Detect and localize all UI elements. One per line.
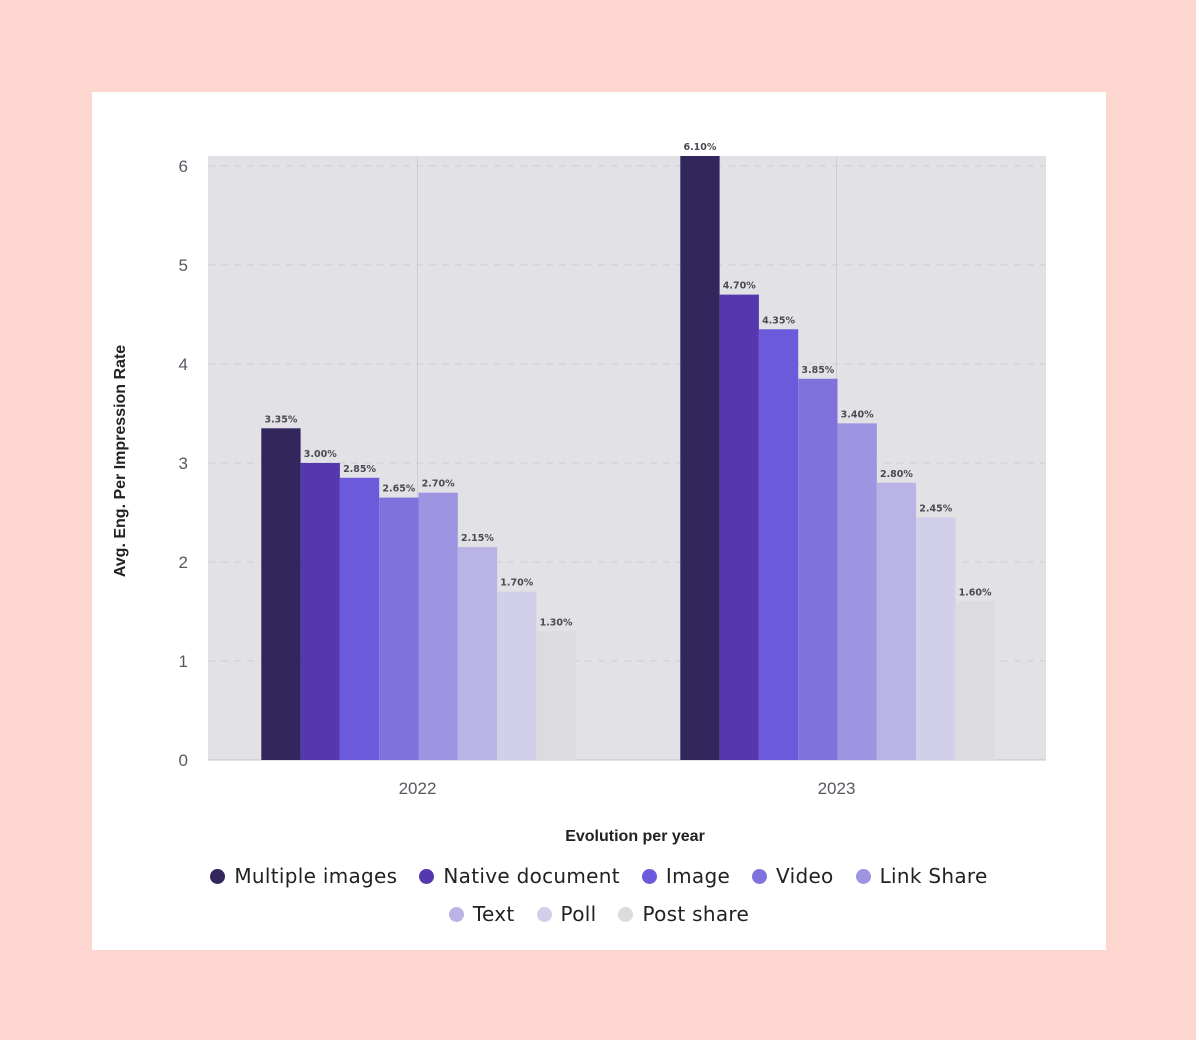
data-label: 4.35% <box>762 315 795 326</box>
data-label: 3.40% <box>841 409 874 420</box>
bar-2023-post-share <box>955 601 995 760</box>
legend-swatch <box>618 906 634 922</box>
data-label: 3.00% <box>304 449 337 460</box>
legend-row: Text Poll Post share <box>448 902 749 926</box>
legend-label: Post share <box>642 902 750 926</box>
legend-item-poll[interactable]: Poll <box>536 902 597 926</box>
data-label: 3.85% <box>801 365 834 376</box>
bar-2023-video <box>798 378 838 760</box>
bar-2022-native-document <box>300 462 340 760</box>
legend-item-native-document[interactable]: Native document <box>419 864 620 888</box>
x-axis-title: Evolution per year <box>565 828 705 845</box>
legend-label: Text <box>472 902 515 926</box>
chart: 0 1 2 3 4 5 6 3.35% 3.00% 2.85% 2.65% 2.70% 2.15% 1.… <box>112 142 1046 845</box>
y-axis-title: Avg. Eng. Per Impression Rate <box>112 345 129 577</box>
legend-item-image[interactable]: Image <box>641 864 731 888</box>
bar-2022-poll <box>497 591 537 760</box>
y-tick-label: 2 <box>179 553 188 572</box>
data-label: 2.65% <box>382 484 415 495</box>
legend-label: Image <box>665 864 731 888</box>
data-label: 2.85% <box>343 464 376 475</box>
legend-swatch <box>210 868 226 884</box>
data-label: 6.10% <box>683 142 716 153</box>
y-tick-label: 5 <box>179 256 188 275</box>
y-tick-label: 6 <box>179 157 188 176</box>
bar-2022-link-share <box>418 492 458 760</box>
bar-2022-video <box>379 497 419 760</box>
legend-swatch <box>855 868 871 884</box>
legend-label: Link Share <box>879 864 988 888</box>
bar-2022-image <box>339 477 380 760</box>
data-label: 2.80% <box>880 469 913 480</box>
bar-2023-poll <box>916 517 956 760</box>
bar-2023-native-document <box>719 294 759 760</box>
legend-label: Video <box>776 864 834 888</box>
y-tick-label: 3 <box>179 454 188 473</box>
legend-item-video[interactable]: Video <box>752 864 834 888</box>
bar-2023-multiple-images <box>680 156 720 760</box>
x-tick-label: 2022 <box>399 779 437 798</box>
bar-2022-text <box>457 547 498 760</box>
y-axis-ticks: 0 1 2 3 4 5 6 <box>179 157 188 770</box>
legend-swatch <box>448 906 464 922</box>
legend-label: Native document <box>443 864 620 888</box>
y-tick-label: 0 <box>179 751 188 770</box>
chart-card: 0 1 2 3 4 5 6 3.35% 3.00% 2.85% 2.65% 2.70% 2.15% 1.… <box>92 92 1106 950</box>
y-tick-label: 1 <box>179 652 188 671</box>
x-tick-label: 2023 <box>818 779 856 798</box>
legend-swatch <box>641 868 657 884</box>
legend-label: Poll <box>560 902 597 926</box>
data-label: 2.15% <box>461 533 494 544</box>
bar-2022-multiple-images <box>261 428 301 760</box>
data-label: 2.70% <box>422 479 455 490</box>
x-axis-ticks: 2022 2023 <box>399 779 856 798</box>
legend-item-text[interactable]: Text <box>448 902 515 926</box>
data-label: 2.45% <box>919 503 952 514</box>
data-labels: 3.35% 3.00% 2.85% 2.65% 2.70% 2.15% 1.70% 1.30%… <box>264 142 992 628</box>
legend-row: Multiple images Native document Image Video… <box>210 864 987 888</box>
y-tick-label: 4 <box>179 355 188 374</box>
bar-2023-image <box>758 329 799 760</box>
bars <box>261 156 995 760</box>
legend-item-link-share[interactable]: Link Share <box>855 864 988 888</box>
legend-swatch <box>536 906 552 922</box>
data-label: 1.60% <box>959 588 992 599</box>
legend-swatch <box>419 868 435 884</box>
data-label: 4.70% <box>723 281 756 292</box>
legend-item-post-share[interactable]: Post share <box>618 902 749 926</box>
legend: Multiple images Native document Image Video… <box>92 864 1106 926</box>
bar-2022-post-share <box>536 631 576 760</box>
bar-2023-link-share <box>837 423 877 760</box>
data-label: 3.35% <box>264 414 297 425</box>
legend-item-multiple-images[interactable]: Multiple images <box>210 864 397 888</box>
bar-2023-text <box>876 482 917 760</box>
data-label: 1.70% <box>500 578 533 589</box>
legend-swatch <box>752 868 768 884</box>
data-label: 1.30% <box>540 617 573 628</box>
legend-label: Multiple images <box>234 864 398 888</box>
